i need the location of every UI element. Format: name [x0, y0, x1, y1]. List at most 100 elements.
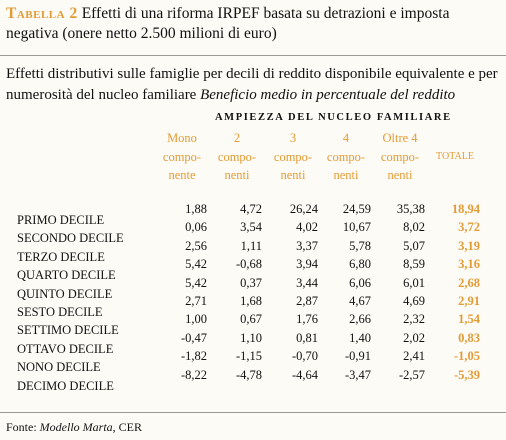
source-model: Modello Marta — [39, 420, 113, 434]
cell: -4,78 — [235, 367, 262, 382]
cell: 24,59 — [342, 202, 371, 216]
cell: 0,06 — [185, 220, 207, 235]
cell: 1,68 — [240, 294, 262, 308]
cell: 2,56 — [185, 238, 207, 253]
cell: 8,59 — [403, 257, 425, 272]
subtitle: Effetti distributivi sulle famiglie per … — [6, 64, 502, 106]
cell: -1,15 — [235, 349, 262, 364]
cell: 3,19 — [458, 238, 480, 253]
cell: -0,68 — [235, 257, 262, 272]
cell: 1,10 — [240, 330, 262, 345]
row-label: TERZO DECILE — [17, 249, 105, 264]
cell: 2,91 — [458, 294, 480, 308]
source-label: Fonte: — [6, 420, 37, 434]
cell: 18,94 — [451, 202, 480, 216]
row-label: QUINTO DECILE — [17, 286, 113, 301]
column-header: TOTALE — [436, 151, 474, 162]
cell: 6,01 — [403, 275, 425, 290]
cell: 4,02 — [296, 220, 318, 235]
cell: 2,32 — [403, 312, 425, 327]
row-label: PRIMO DECILE — [17, 213, 105, 227]
cell: 6,06 — [349, 275, 371, 290]
cell: 0,83 — [458, 330, 480, 345]
cell: 0,81 — [296, 330, 318, 345]
row-label: OTTAVO DECILE — [17, 341, 114, 356]
cell: 3,44 — [296, 275, 318, 290]
cell: 5,42 — [185, 257, 207, 272]
cell: -0,47 — [180, 330, 207, 345]
column-header: compo- — [162, 149, 202, 164]
cell: -2,57 — [398, 367, 425, 382]
cell: -0,70 — [291, 349, 318, 364]
cell: 5,07 — [403, 238, 425, 253]
table-title: Effetti di una riforma IRPEF basata su d… — [6, 5, 450, 42]
cell: 3,72 — [458, 220, 480, 235]
row-label: QUARTO DECILE — [17, 268, 116, 283]
cell: 3,94 — [296, 257, 318, 272]
column-header: nenti — [387, 168, 413, 182]
cell: 1,11 — [240, 238, 262, 253]
cell: 0,67 — [240, 312, 262, 327]
cell: 1,76 — [296, 312, 318, 327]
cell: 8,02 — [403, 220, 425, 235]
column-header: nenti — [224, 168, 250, 182]
cell: 2,02 — [403, 330, 425, 345]
cell: 1,40 — [349, 330, 371, 345]
column-header: 4 — [342, 131, 350, 145]
row-label: NONO DECILE — [17, 360, 101, 375]
cell: 4,69 — [403, 294, 425, 308]
column-header: 3 — [289, 131, 297, 145]
row-label: DECIMO DECILE — [17, 378, 114, 393]
cell: 5,78 — [349, 238, 371, 253]
column-header: Mono — [167, 131, 197, 145]
subtitle-text: Effetti distributivi sulle famiglie per … — [6, 66, 498, 103]
cell: -1,82 — [180, 349, 207, 364]
column-header: compo- — [326, 149, 366, 164]
column-header: compo- — [380, 149, 420, 164]
cell: -1,05 — [453, 349, 480, 364]
table-label: Tabella 2 — [6, 5, 78, 22]
column-header: compo- — [273, 149, 313, 164]
column-header: nente — [168, 168, 196, 182]
column-header: nenti — [280, 168, 306, 182]
cell: 1,00 — [185, 312, 207, 327]
cell: 2,66 — [349, 312, 371, 327]
source: Fonte: Modello Marta, CER — [6, 420, 142, 435]
cell: 1,88 — [185, 202, 207, 216]
group-header: AMPIEZZA DEL NUCLEO FAMILIARE — [215, 112, 452, 123]
column-header: nenti — [333, 168, 359, 182]
column-header: 2 — [233, 131, 241, 145]
cell: 26,24 — [289, 202, 318, 216]
subtitle-emphasis: Beneficio medio in percentuale del reddi… — [200, 87, 456, 103]
row-label: SESTO DECILE — [17, 305, 103, 319]
column-header: Oltre 4 — [382, 131, 418, 145]
source-rest: , CER — [112, 420, 143, 434]
cell: 3,54 — [240, 220, 262, 235]
cell: -8,22 — [180, 367, 207, 382]
title-block: Tabella 2 Effetti di una riforma IRPEF ba… — [6, 4, 496, 44]
row-label: SETTIMO DECILE — [17, 323, 119, 338]
cell: 6,80 — [349, 257, 371, 272]
cell: 3,16 — [458, 257, 480, 272]
cell: 3,37 — [296, 238, 318, 253]
cell: 2,71 — [185, 294, 207, 308]
cell: -3,47 — [344, 367, 371, 382]
cell: 4,72 — [240, 202, 262, 216]
rule — [0, 55, 506, 56]
column-header: compo- — [217, 149, 257, 164]
cell: -4,64 — [291, 367, 318, 382]
cell: 1,54 — [458, 312, 480, 327]
cell: 35,38 — [396, 202, 425, 216]
rule — [0, 412, 506, 413]
cell: 4,67 — [349, 294, 371, 308]
cell: 2,68 — [458, 275, 480, 290]
cell: 5,42 — [185, 275, 207, 290]
cell: -0,91 — [344, 349, 371, 364]
cell: 2,87 — [296, 294, 318, 308]
cell: 0,37 — [240, 275, 262, 290]
cell: -5,39 — [453, 367, 480, 382]
row-label: SECONDO DECILE — [17, 231, 124, 246]
cell: 10,67 — [342, 220, 371, 235]
cell: 2,41 — [403, 349, 425, 364]
